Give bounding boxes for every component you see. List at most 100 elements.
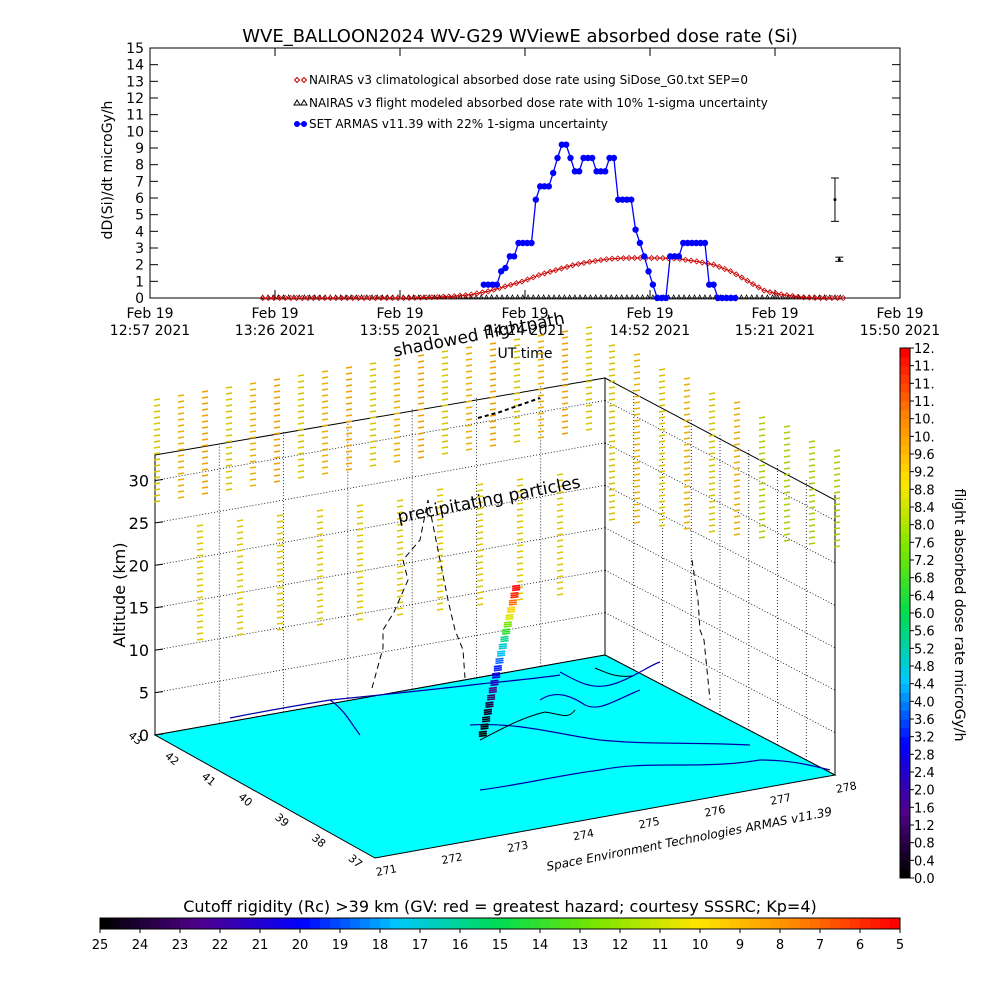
rigidity-tick [297, 386, 305, 389]
z-tick-label: 20 [129, 556, 149, 575]
rigidity-tick [236, 627, 244, 630]
rigidity-tick [201, 408, 209, 411]
colorbar-segment [900, 533, 910, 543]
rigidity-tick [733, 503, 741, 506]
rigidity-tick [833, 539, 841, 542]
rigidity-tick [345, 366, 353, 369]
chart-title: WVE_BALLOON2024 WV-G29 WViewE absorbed d… [242, 26, 798, 47]
rigidity-tick [783, 479, 791, 482]
rigidity-tick [369, 410, 377, 413]
model-point [598, 294, 604, 300]
clim-point [507, 281, 514, 288]
clim-point [406, 294, 413, 302]
colorbar-segment [900, 683, 910, 693]
rigidity-tick [396, 613, 404, 616]
rigidity-tick [758, 512, 766, 515]
rigidity-tick [733, 527, 741, 530]
rigidity-tick [556, 533, 564, 536]
rigidity-segment [470, 918, 481, 929]
rigidity-tick [833, 521, 841, 524]
rigidity-tick [321, 400, 329, 403]
rigidity-tick [297, 464, 305, 467]
rigidity-tick [608, 386, 616, 389]
rigidity-tick [369, 392, 377, 395]
rigidity-tick [196, 542, 204, 545]
colorbar-segment [900, 719, 910, 729]
rigidity-tick [177, 472, 185, 475]
rigidity-tick [465, 364, 473, 367]
rigidity-tick [393, 442, 401, 445]
rigidity-tick [556, 557, 564, 560]
rigidity-segment [170, 918, 181, 929]
rigidity-tick [321, 448, 329, 451]
rigidity-tick [393, 430, 401, 433]
rigidity-tick [608, 500, 616, 503]
rigidity-tick [177, 442, 185, 445]
model-point [619, 294, 625, 300]
clim-point [569, 262, 576, 269]
rigidity-segment [140, 918, 151, 929]
rigidity-tick [561, 336, 569, 339]
rigidity-tick [658, 512, 666, 515]
flight-point [478, 732, 487, 736]
rigidity-tick [225, 458, 233, 461]
rigidity-tick [633, 365, 641, 368]
rigidity-tick [369, 386, 377, 389]
legend-symbol-clim [293, 76, 308, 84]
rigidity-tick [658, 518, 666, 521]
flight-point [495, 657, 504, 661]
colorbar-label: 4.4 [914, 678, 935, 693]
rigidity-tick [153, 434, 161, 437]
rigidity-tick [513, 386, 521, 389]
rigidity-tick [608, 470, 616, 473]
rigidity-tick [585, 398, 593, 401]
rigidity-tick [476, 591, 484, 594]
rigidity-tick [513, 362, 521, 365]
rigidity-tick [273, 438, 281, 441]
colorbar-label: 10. [914, 413, 935, 428]
x-tick-label-date: Feb 19 [626, 306, 673, 322]
rigidity-tick [783, 509, 791, 512]
rigidity-tick [733, 401, 741, 404]
flight-point [487, 696, 496, 699]
rigidity-tick [476, 597, 484, 600]
rigidity-tick [585, 332, 593, 335]
rigidity-tick [436, 542, 444, 545]
rigidity-tick [436, 572, 444, 575]
rigidity-tick [585, 404, 593, 407]
rigidity-tick [516, 484, 524, 487]
rigidity-tick [489, 378, 497, 381]
rigidity-tick [316, 545, 324, 548]
z-tick [154, 733, 164, 736]
clim-point [276, 294, 283, 302]
clim-point [659, 254, 666, 262]
rigidity-tick [683, 455, 691, 458]
rigidity-tick [465, 448, 473, 451]
rigidity-tick [561, 342, 569, 345]
rigidity-tick [316, 563, 324, 566]
clim-point [394, 294, 402, 302]
model-point [494, 294, 500, 300]
map-boundary [559, 661, 661, 687]
y-tick-label: 3 [135, 241, 144, 257]
rigidity-segment [420, 918, 431, 929]
rigidity-tick [201, 486, 209, 489]
rigidity-tick [758, 488, 766, 491]
rigidity-tick [396, 571, 404, 574]
colorbar-label: 10. [914, 430, 935, 445]
rigidity-segment [770, 918, 781, 929]
rigidity-tick [633, 449, 641, 452]
rigidity-tick [465, 394, 473, 397]
rigidity-tick [561, 360, 569, 363]
z-tick [154, 606, 164, 609]
rigidity-tick [393, 424, 401, 427]
rigidity-tick [833, 545, 841, 548]
rigidity-tick [417, 444, 425, 447]
rigidity-tick [556, 569, 564, 572]
lon-tick-label: 274 [572, 827, 595, 844]
colorbar-segment [900, 736, 910, 746]
rigidity-tick [561, 390, 569, 393]
rigidity-tick [297, 410, 305, 413]
rigidity-tick [708, 494, 716, 497]
